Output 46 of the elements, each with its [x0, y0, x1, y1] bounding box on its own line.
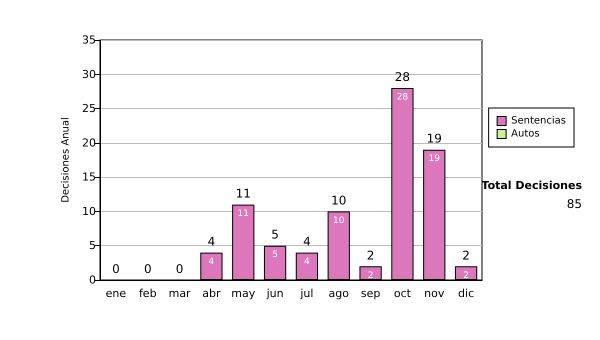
total-label: 0: [176, 262, 184, 276]
x-tick-label: sep: [360, 287, 380, 300]
x-tick-label: jul: [299, 287, 314, 300]
y-tick-label: 0: [89, 274, 96, 286]
data-label: 11: [238, 209, 249, 220]
total-label: 19: [426, 132, 442, 146]
y-tick-label: 10: [82, 204, 96, 218]
data-label: 2: [463, 270, 469, 281]
x-tick-label: ene: [106, 287, 126, 300]
x-tick-label: abr: [202, 287, 222, 300]
text: 85: [566, 197, 582, 211]
x-tick-label: oct: [394, 287, 412, 300]
y-tick-label: 5: [89, 239, 96, 252]
annotation: Total Decisiones: [482, 179, 582, 192]
total-label: 4: [208, 234, 216, 249]
total-label: 2: [462, 248, 470, 262]
data-label: 28: [396, 92, 408, 102]
x-tick-label: dic: [458, 287, 474, 300]
data-label: 4: [304, 257, 310, 268]
y-tick-label: 25: [82, 102, 96, 116]
total-label: 0: [112, 262, 120, 276]
x-tick-label: feb: [138, 287, 157, 300]
x-tick-label: nov: [424, 287, 445, 300]
total-label: 0: [144, 262, 152, 276]
total-label: 2: [366, 248, 374, 262]
total-label: 10: [331, 193, 346, 208]
x-tick-label: ago: [328, 287, 350, 300]
y-tick-label: 30: [82, 68, 96, 81]
y-axis-title: Decisiones Anual: [60, 117, 72, 203]
total-label: 5: [271, 228, 279, 242]
data-label: 5: [272, 250, 278, 260]
data-label: 19: [428, 154, 440, 164]
x-tick-label: jun: [266, 287, 284, 300]
data-label: 4: [208, 257, 215, 268]
data-label: 10: [333, 216, 345, 226]
x-tick-label: mar: [168, 287, 192, 300]
total-label: 4: [303, 234, 311, 249]
x-tick-label: may: [231, 287, 256, 300]
y-tick-label: 35: [82, 34, 96, 46]
total-label: 11: [236, 186, 251, 201]
legend-label: Sentencias: [511, 116, 566, 126]
data-label: 2: [368, 270, 374, 281]
legend-label: Autos: [511, 128, 540, 140]
total-label: 28: [394, 70, 410, 84]
y-tick-label: 20: [82, 136, 96, 150]
y-tick-label: 15: [82, 170, 96, 184]
